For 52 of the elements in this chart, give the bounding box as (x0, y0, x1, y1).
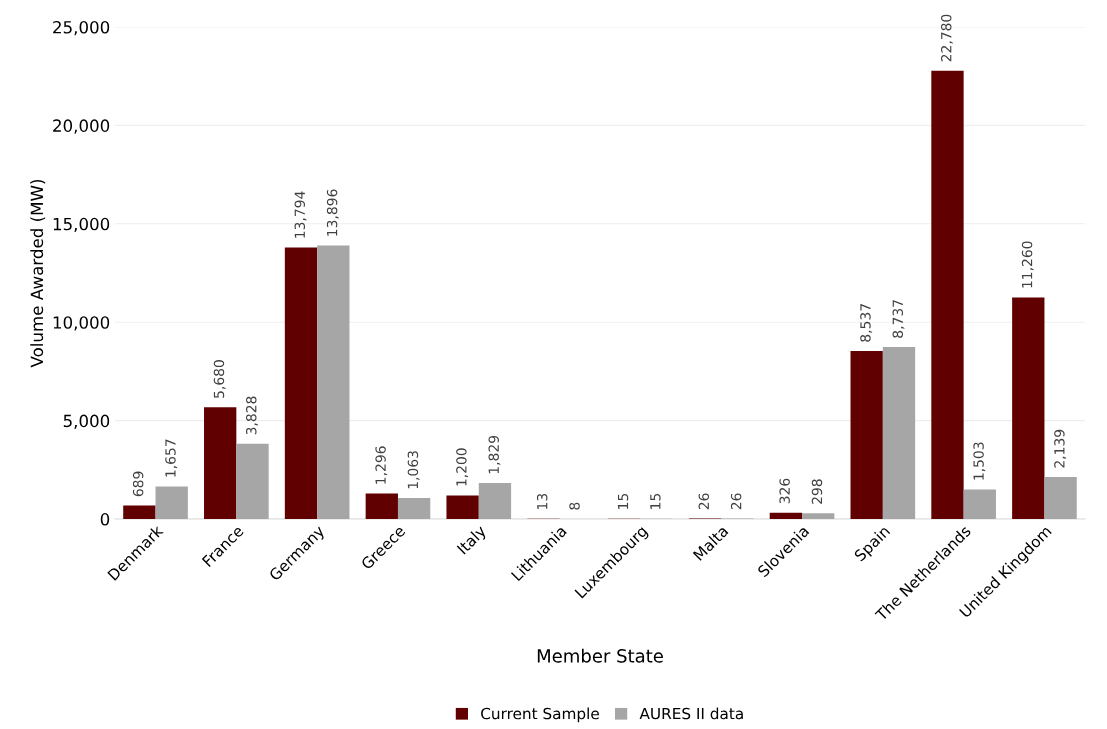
bar (397, 498, 431, 520)
bar (236, 443, 269, 520)
bar (123, 505, 156, 520)
data-label: 1,200 (456, 448, 469, 486)
data-label: 15 (650, 493, 661, 509)
y-axis-title: Volume Awarded (MW) (30, 179, 46, 368)
data-label: 13,896 (326, 189, 339, 236)
y-tick-label: 25,000 (53, 20, 110, 36)
data-label: 689 (132, 471, 144, 497)
bar (204, 407, 237, 520)
y-tick-label: 10,000 (53, 316, 110, 331)
bar (317, 245, 350, 520)
legend-label: AURES II data (639, 707, 743, 720)
bar (963, 489, 996, 520)
bar (769, 512, 803, 520)
data-label: 3,828 (246, 396, 258, 435)
bar (882, 347, 916, 520)
bar (802, 513, 835, 520)
data-label: 8,737 (892, 300, 905, 338)
bar (850, 351, 883, 520)
data-label: 326 (779, 478, 790, 504)
data-label: 5,680 (213, 360, 226, 398)
bar (478, 483, 512, 520)
data-label: 8,537 (860, 304, 873, 342)
data-label: 298 (811, 479, 823, 504)
data-label: 26 (698, 493, 710, 510)
bar (284, 247, 318, 520)
bar (365, 493, 398, 520)
data-label: 1,503 (973, 442, 986, 480)
bar (155, 486, 188, 520)
bar (1012, 297, 1045, 520)
data-label: 15 (617, 493, 629, 509)
data-label: 26 (730, 493, 742, 510)
y-tick-label: 0 (100, 513, 110, 526)
bar (931, 70, 964, 520)
data-label: 2,139 (1054, 429, 1067, 468)
y-tick-label: 20,000 (53, 119, 110, 134)
data-label: 1,657 (165, 439, 178, 477)
data-label: 1,829 (488, 435, 501, 474)
y-tick-label: 5,000 (63, 414, 110, 429)
data-label: 11,260 (1021, 241, 1034, 288)
data-label: 1,296 (375, 446, 388, 484)
bar (446, 495, 479, 520)
legend-label: Current Sample (481, 707, 599, 723)
data-label: 8 (569, 502, 580, 510)
x-axis-title: Member State (537, 648, 663, 663)
data-label: 1,063 (407, 451, 420, 489)
y-tick-label: 15,000 (53, 217, 110, 233)
data-label: 13,794 (294, 191, 307, 238)
data-label: 13 (536, 493, 548, 509)
data-label: 22,780 (941, 14, 953, 62)
bar (1044, 476, 1077, 520)
